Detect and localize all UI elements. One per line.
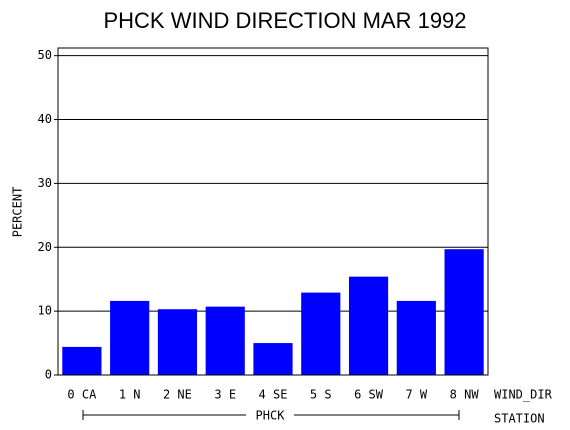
y-tick-label: 50 — [38, 48, 52, 62]
x-tick-label: 6 SW — [354, 388, 384, 402]
bar — [62, 346, 102, 375]
x-tick-label: 0 CA — [67, 388, 97, 402]
bar — [157, 309, 198, 375]
bar — [396, 300, 436, 375]
bar — [253, 343, 293, 375]
y-tick-label: 10 — [38, 304, 52, 318]
bar — [348, 276, 389, 375]
y-tick-label: 0 — [45, 368, 52, 382]
bar — [110, 300, 150, 375]
chart-title: PHCK WIND DIRECTION MAR 1992 — [103, 8, 466, 33]
y-tick-label: 20 — [38, 240, 52, 254]
x-tick-label: 5 S — [310, 388, 332, 402]
bar — [205, 306, 245, 375]
plot-frame — [57, 47, 489, 376]
x-tick-label: 7 W — [405, 388, 427, 402]
y-tick-label: 30 — [38, 176, 52, 190]
x-tick-label: 2 NE — [163, 388, 192, 402]
x-tick-label: 3 E — [214, 388, 236, 402]
group-label: PHCK — [256, 409, 286, 423]
y-tick-label: 40 — [38, 112, 52, 126]
bar — [444, 249, 484, 375]
y-axis-label: PERCENT — [11, 187, 25, 238]
group-axis-label: STATION — [494, 412, 545, 426]
bar — [301, 292, 341, 375]
x-tick-label: 1 N — [119, 388, 141, 402]
x-tick-label: 4 SE — [259, 388, 288, 402]
group-label-bg — [246, 408, 294, 422]
x-axis-label: WIND_DIR — [494, 388, 553, 402]
x-tick-label: 8 NW — [450, 388, 480, 402]
